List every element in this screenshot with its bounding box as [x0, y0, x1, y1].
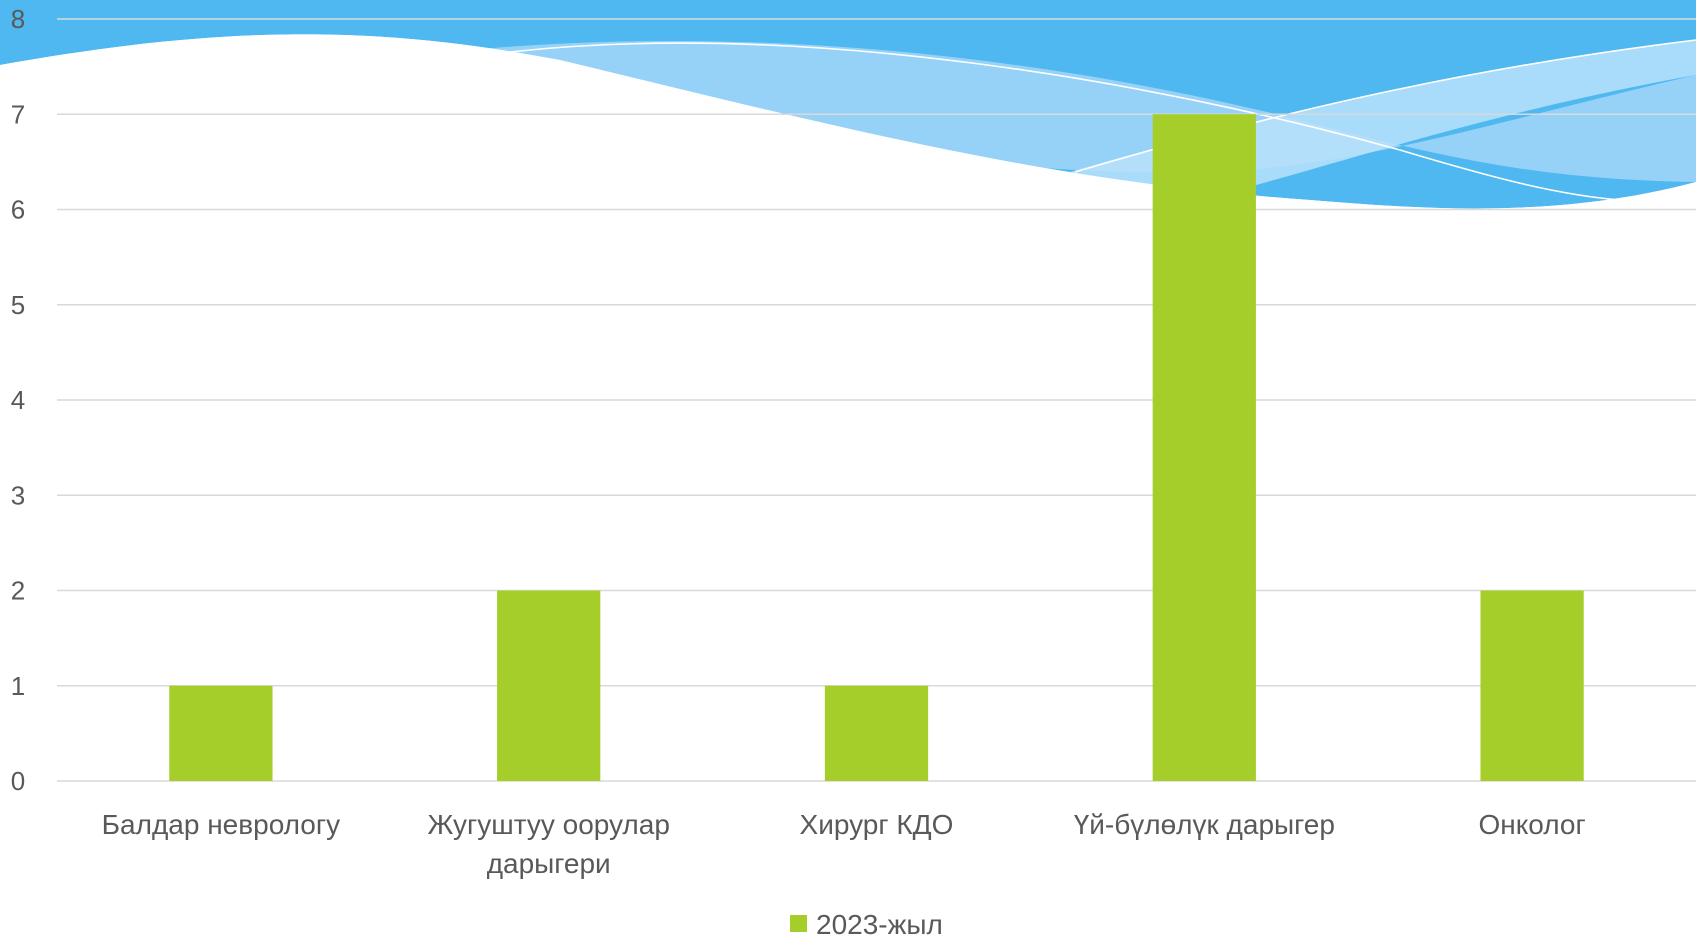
legend-swatch	[790, 915, 807, 932]
y-axis-ticks: 0 1 2 3 4 5 6 7 8	[11, 4, 25, 796]
wave-line-1	[509, 42, 1621, 201]
x-category-label: Хирург КДО	[800, 809, 954, 840]
legend: 2023-жыл	[790, 909, 943, 940]
bar	[169, 685, 273, 781]
y-tick-label: 7	[11, 99, 25, 129]
y-tick-label: 8	[11, 4, 25, 34]
bar	[1152, 114, 1256, 781]
bar	[497, 590, 601, 781]
bar	[824, 685, 929, 781]
x-category-label: Онколог	[1478, 809, 1585, 840]
y-tick-label: 5	[11, 290, 25, 320]
bar	[1480, 590, 1584, 781]
y-tick-label: 4	[11, 385, 25, 415]
wave-white-crest	[0, 34, 1696, 221]
y-tick-label: 1	[11, 671, 25, 701]
bars	[169, 114, 1584, 781]
x-category-label: Үй-бүлөлүк дарыгер	[1074, 809, 1335, 840]
wave-line-2	[1074, 39, 1696, 173]
gridlines	[57, 18, 1696, 782]
x-axis-labels: Балдар неврологу Жугуштуу оорулар дарыгери…	[102, 809, 1586, 879]
y-tick-label: 6	[11, 195, 25, 225]
y-tick-label: 3	[11, 480, 25, 510]
x-category-label: Балдар неврологу	[102, 809, 340, 840]
y-tick-label: 2	[11, 576, 25, 606]
legend-label: 2023-жыл	[816, 909, 943, 940]
y-tick-label: 0	[11, 766, 25, 796]
x-category-label: Жугуштуу оорулар	[427, 809, 669, 840]
background-wave-decoration	[0, 0, 1696, 221]
x-category-label: дарыгери	[487, 848, 611, 879]
